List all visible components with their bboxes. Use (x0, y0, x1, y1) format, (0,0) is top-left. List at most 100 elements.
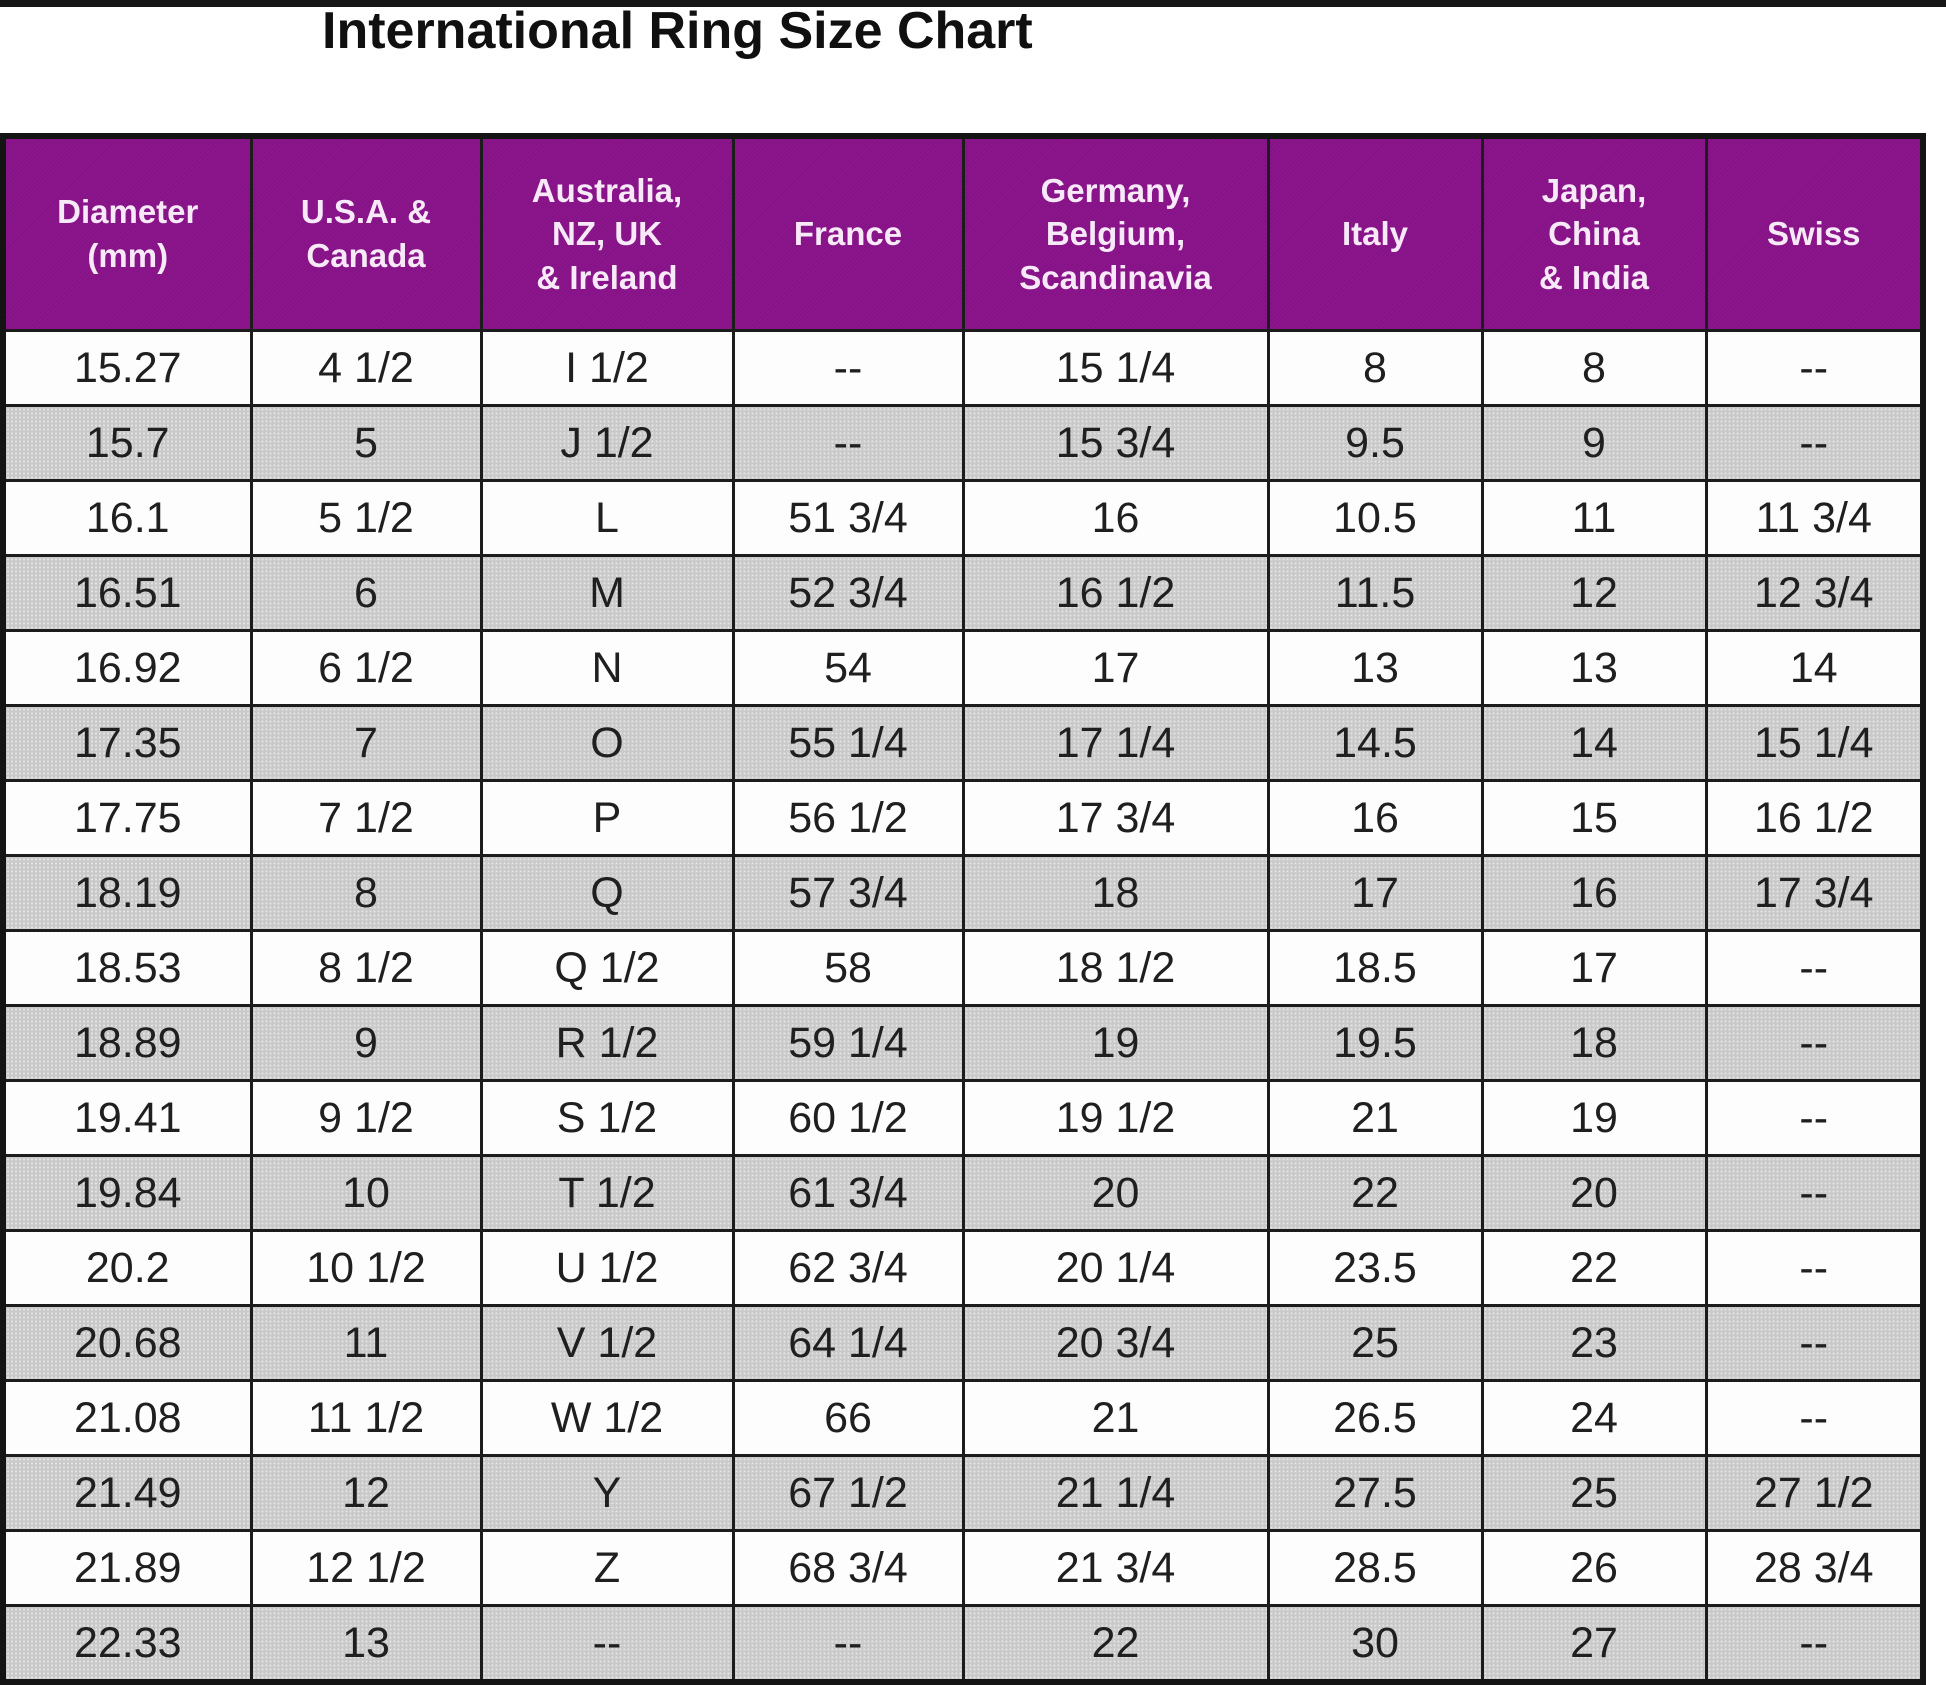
table-row: 21.08 11 1/2 W 1/2 66 21 26.5 24 -- (1, 1379, 1925, 1457)
table-row: 16.51 6 M 52 3/4 16 1/2 11.5 12 12 3/4 (1, 554, 1925, 632)
cell-germany-belgium-scandinavia: 17 (961, 629, 1270, 707)
cell-japan-china-india: 8 (1480, 329, 1708, 407)
cell-japan-china-india: 11 (1480, 479, 1708, 557)
cell-diameter-mm: 18.53 (1, 929, 253, 1007)
column-header-japan-china-india: Japan, China & India (1480, 134, 1708, 332)
cell-swiss: 15 1/4 (1704, 704, 1925, 782)
table-row: 20.2 10 1/2 U 1/2 62 3/4 20 1/4 23.5 22 -- (1, 1229, 1925, 1307)
cell-italy: 22 (1266, 1154, 1484, 1232)
cell-italy: 18.5 (1266, 929, 1484, 1007)
cell-swiss: 17 3/4 (1704, 854, 1925, 932)
cell-germany-belgium-scandinavia: 18 1/2 (961, 929, 1270, 1007)
cell-diameter-mm: 16.1 (1, 479, 253, 557)
cell-france: 54 (731, 629, 965, 707)
cell-japan-china-india: 9 (1480, 404, 1708, 482)
cell-germany-belgium-scandinavia: 15 3/4 (961, 404, 1270, 482)
table-row: 15.7 5 J 1/2 -- 15 3/4 9.5 9 -- (1, 404, 1925, 482)
table-row: 17.75 7 1/2 P 56 1/2 17 3/4 16 15 16 1/2 (1, 779, 1925, 857)
cell-france: 64 1/4 (731, 1304, 965, 1382)
cell-australia-nz-uk-ireland: J 1/2 (479, 404, 735, 482)
cell-japan-china-india: 13 (1480, 629, 1708, 707)
cell-germany-belgium-scandinavia: 16 1/2 (961, 554, 1270, 632)
cell-usa-canada: 6 1/2 (249, 629, 483, 707)
cell-australia-nz-uk-ireland: -- (479, 1604, 735, 1684)
cell-usa-canada: 5 (249, 404, 483, 482)
cell-australia-nz-uk-ireland: Z (479, 1529, 735, 1607)
cell-swiss: 28 3/4 (1704, 1529, 1925, 1607)
cell-usa-canada: 11 1/2 (249, 1379, 483, 1457)
cell-diameter-mm: 21.49 (1, 1454, 253, 1532)
table-header: Diameter (mm) U.S.A. & Canada Australia, N… (1, 134, 1925, 332)
table-row: 22.33 13 -- -- 22 30 27 -- (1, 1604, 1925, 1684)
cell-australia-nz-uk-ireland: U 1/2 (479, 1229, 735, 1307)
cell-swiss: 11 3/4 (1704, 479, 1925, 557)
cell-italy: 8 (1266, 329, 1484, 407)
cell-france: 61 3/4 (731, 1154, 965, 1232)
cell-france: 57 3/4 (731, 854, 965, 932)
cell-italy: 23.5 (1266, 1229, 1484, 1307)
cell-swiss: -- (1704, 1004, 1925, 1082)
cell-italy: 14.5 (1266, 704, 1484, 782)
cell-france: 51 3/4 (731, 479, 965, 557)
cell-australia-nz-uk-ireland: Q (479, 854, 735, 932)
cell-germany-belgium-scandinavia: 21 (961, 1379, 1270, 1457)
cell-france: 68 3/4 (731, 1529, 965, 1607)
table-row: 18.89 9 R 1/2 59 1/4 19 19.5 18 -- (1, 1004, 1925, 1082)
cell-japan-china-india: 14 (1480, 704, 1708, 782)
cell-swiss: -- (1704, 1154, 1925, 1232)
cell-italy: 30 (1266, 1604, 1484, 1684)
cell-diameter-mm: 21.08 (1, 1379, 253, 1457)
cell-japan-china-india: 24 (1480, 1379, 1708, 1457)
cell-france: -- (731, 329, 965, 407)
cell-france: 56 1/2 (731, 779, 965, 857)
cell-usa-canada: 9 (249, 1004, 483, 1082)
header-row: Diameter (mm) U.S.A. & Canada Australia, N… (1, 134, 1925, 332)
cell-germany-belgium-scandinavia: 20 1/4 (961, 1229, 1270, 1307)
cell-japan-china-india: 25 (1480, 1454, 1708, 1532)
cell-japan-china-india: 18 (1480, 1004, 1708, 1082)
table-body: 15.27 4 1/2 I 1/2 -- 15 1/4 8 8 -- 15.7 5 J 1/2 -- 1… (1, 329, 1925, 1684)
cell-diameter-mm: 19.41 (1, 1079, 253, 1157)
cell-swiss: 12 3/4 (1704, 554, 1925, 632)
cell-japan-china-india: 19 (1480, 1079, 1708, 1157)
cell-italy: 25 (1266, 1304, 1484, 1382)
cell-italy: 16 (1266, 779, 1484, 857)
cell-france: 62 3/4 (731, 1229, 965, 1307)
cell-japan-china-india: 17 (1480, 929, 1708, 1007)
cell-france: -- (731, 1604, 965, 1684)
cell-usa-canada: 8 (249, 854, 483, 932)
cell-swiss: -- (1704, 929, 1925, 1007)
column-header-australia-nz-uk-ireland: Australia, NZ, UK & Ireland (479, 134, 735, 332)
cell-france: 55 1/4 (731, 704, 965, 782)
cell-germany-belgium-scandinavia: 20 (961, 1154, 1270, 1232)
cell-swiss: -- (1704, 1304, 1925, 1382)
top-divider-rule (0, 0, 1946, 7)
column-header-swiss: Swiss (1704, 134, 1925, 332)
cell-australia-nz-uk-ireland: V 1/2 (479, 1304, 735, 1382)
cell-diameter-mm: 19.84 (1, 1154, 253, 1232)
cell-france: 59 1/4 (731, 1004, 965, 1082)
table-row: 19.41 9 1/2 S 1/2 60 1/2 19 1/2 21 19 -- (1, 1079, 1925, 1157)
cell-germany-belgium-scandinavia: 20 3/4 (961, 1304, 1270, 1382)
cell-italy: 10.5 (1266, 479, 1484, 557)
cell-germany-belgium-scandinavia: 21 3/4 (961, 1529, 1270, 1607)
cell-swiss: 27 1/2 (1704, 1454, 1925, 1532)
cell-japan-china-india: 16 (1480, 854, 1708, 932)
cell-usa-canada: 9 1/2 (249, 1079, 483, 1157)
cell-germany-belgium-scandinavia: 22 (961, 1604, 1270, 1684)
cell-australia-nz-uk-ireland: Q 1/2 (479, 929, 735, 1007)
cell-japan-china-india: 27 (1480, 1604, 1708, 1684)
cell-germany-belgium-scandinavia: 17 1/4 (961, 704, 1270, 782)
table-row: 19.84 10 T 1/2 61 3/4 20 22 20 -- (1, 1154, 1925, 1232)
table-row: 16.1 5 1/2 L 51 3/4 16 10.5 11 11 3/4 (1, 479, 1925, 557)
cell-france: 66 (731, 1379, 965, 1457)
cell-usa-canada: 6 (249, 554, 483, 632)
cell-australia-nz-uk-ireland: P (479, 779, 735, 857)
cell-usa-canada: 12 1/2 (249, 1529, 483, 1607)
column-header-usa-canada: U.S.A. & Canada (249, 134, 483, 332)
cell-diameter-mm: 22.33 (1, 1604, 253, 1684)
cell-usa-canada: 8 1/2 (249, 929, 483, 1007)
cell-diameter-mm: 18.89 (1, 1004, 253, 1082)
cell-australia-nz-uk-ireland: T 1/2 (479, 1154, 735, 1232)
cell-germany-belgium-scandinavia: 19 (961, 1004, 1270, 1082)
